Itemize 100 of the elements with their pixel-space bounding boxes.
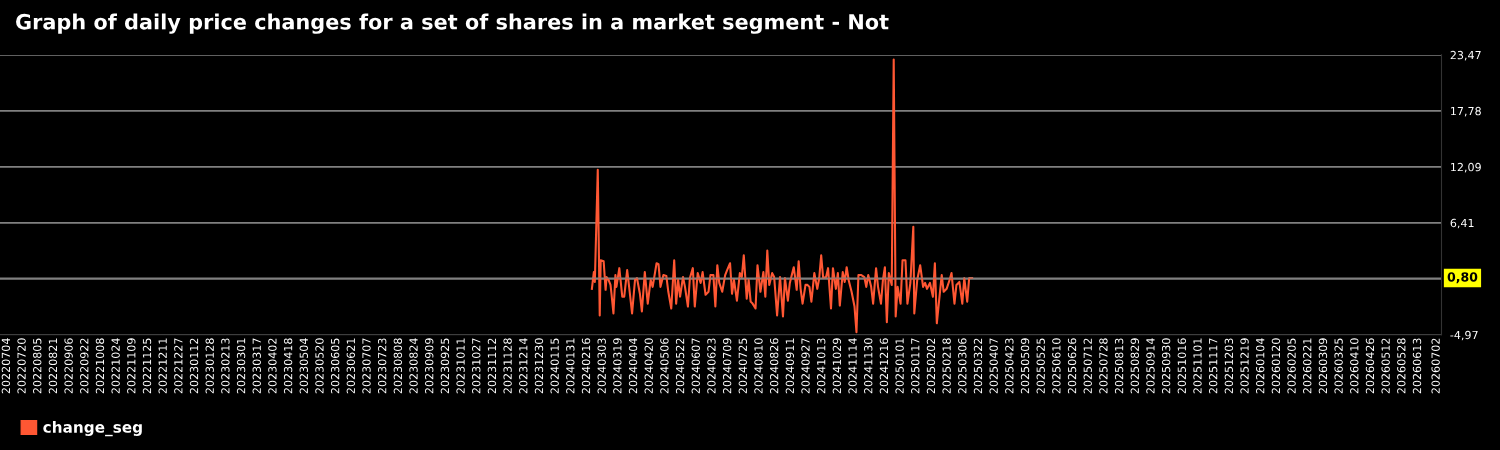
x-tick-label: 20240810	[754, 338, 763, 394]
x-tick-label: 20251117	[1208, 338, 1218, 394]
x-tick-label: 20240725	[738, 338, 747, 394]
x-tick-label: 20250117	[911, 338, 920, 394]
x-tick-label: 20230925	[440, 338, 450, 394]
chart-title: Graph of daily price changes for a set of shares in a market segment - Not	[16, 13, 889, 34]
x-tick-label: 20260528	[1397, 338, 1406, 394]
x-tick-label: 20240522	[675, 338, 685, 394]
x-tick-label: 20241114	[848, 338, 857, 394]
x-tick-label: 20250813	[1114, 338, 1124, 394]
x-tick-label: 20240319	[613, 338, 622, 394]
x-tick-label: 20250829	[1130, 338, 1139, 394]
x-tick-label: 20250202	[926, 338, 936, 394]
x-tick-label: 20251101	[1193, 338, 1202, 394]
x-tick-label: 20220906	[64, 338, 73, 394]
x-tick-label: 20221109	[127, 338, 136, 394]
x-tick-label: 20240506	[660, 338, 669, 394]
y-tick-label: 6,41	[1450, 218, 1474, 229]
x-tick-label: 20231230	[534, 338, 544, 394]
x-tick-label: 20240303	[597, 338, 606, 394]
x-tick-label: 20231214	[519, 338, 528, 394]
x-tick-label: 20250626	[1067, 338, 1077, 394]
x-tick-label: 20230317	[252, 338, 261, 394]
x-tick-label: 20260410	[1350, 338, 1359, 394]
x-tick-label: 20230112	[189, 338, 199, 394]
x-tick-label: 20230301	[236, 338, 246, 394]
legend-label: change_seg	[43, 421, 142, 437]
x-tick-label: 20250914	[1146, 338, 1155, 394]
x-tick-label: 20220704	[1, 338, 11, 394]
x-tick-label: 20241216	[879, 338, 889, 394]
x-tick-label: 20260512	[1381, 338, 1390, 394]
x-tick-label: 20240607	[691, 338, 700, 394]
x-tick-label: 20260120	[1271, 338, 1281, 394]
x-tick-label: 20230605	[330, 338, 340, 394]
x-tick-label: 20240826	[769, 338, 779, 394]
x-tick-label: 20260426	[1365, 338, 1375, 394]
x-tick-label: 20220821	[48, 338, 58, 394]
x-tick-label: 20240911	[785, 338, 795, 394]
x-tick-label: 20260104	[1256, 338, 1265, 394]
x-tick-label: 20240420	[644, 338, 653, 394]
x-tick-label: 20250610	[1052, 338, 1061, 394]
x-tick-label: 20230418	[283, 338, 293, 394]
x-tick-label: 20260613	[1412, 338, 1422, 394]
x-tick-label: 20230824	[409, 338, 418, 394]
x-tick-label: 20250712	[1083, 338, 1092, 394]
ref-line-label: 0,80	[1447, 272, 1478, 284]
x-tick-label: 20250525	[1036, 338, 1045, 394]
x-tick-label: 20240131	[566, 338, 575, 394]
x-tick-label: 20231011	[456, 338, 465, 394]
x-tick-label: 20220805	[33, 338, 42, 394]
x-tick-label: 20240404	[628, 338, 638, 394]
y-tick-label: -4,97	[1450, 330, 1478, 341]
x-tick-label: 20230707	[362, 338, 371, 394]
x-tick-label: 20250218	[942, 338, 951, 394]
x-tick-label: 20231027	[472, 338, 481, 394]
y-tick-label: 17,78	[1451, 106, 1481, 117]
x-tick-label: 20250728	[1099, 338, 1108, 394]
x-tick-label: 20250509	[1020, 338, 1030, 394]
x-tick-label: 20240115	[550, 338, 559, 394]
x-tick-label: 20221125	[142, 338, 152, 394]
x-tick-label: 20251219	[1240, 338, 1249, 394]
x-tick-label: 20240709	[722, 338, 732, 394]
x-tick-label: 20240216	[581, 338, 591, 394]
x-tick-label: 20260702	[1431, 338, 1440, 394]
x-tick-label: 20260205	[1287, 338, 1296, 394]
x-tick-label: 20250407	[989, 338, 998, 394]
x-tick-label: 20221008	[95, 338, 105, 394]
x-tick-label: 20241029	[832, 338, 842, 394]
x-tick-label: 20230213	[221, 338, 230, 394]
x-tick-label: 20231112	[487, 338, 497, 394]
x-tick-label: 20250322	[973, 338, 983, 394]
x-tick-label: 20230621	[346, 338, 356, 394]
x-tick-label: 20260309	[1318, 338, 1328, 394]
y-tick-label: 23,47	[1450, 50, 1481, 61]
x-tick-label: 20241130	[864, 338, 873, 394]
x-tick-label: 20220720	[17, 338, 26, 394]
x-tick-label: 20230128	[205, 338, 214, 394]
x-tick-label: 20260325	[1334, 338, 1343, 394]
x-tick-label: 20230723	[377, 338, 387, 394]
x-tick-label: 20240927	[801, 338, 810, 394]
x-tick-label: 20250306	[958, 338, 967, 394]
x-tick-label: 20230808	[393, 338, 403, 394]
x-tick-label: 20250101	[895, 338, 904, 394]
x-tick-label: 20221024	[111, 338, 120, 394]
x-tick-label: 20251203	[1224, 338, 1234, 394]
y-tick-label: 12,09	[1451, 162, 1481, 173]
x-tick-label: 20260221	[1303, 338, 1312, 394]
x-tick-label: 20240623	[707, 338, 716, 394]
x-tick-label: 20221227	[174, 338, 183, 394]
x-tick-label: 20220922	[80, 338, 89, 394]
x-tick-label: 20230909	[425, 338, 434, 394]
x-tick-label: 20231128	[503, 338, 512, 394]
x-tick-label: 20230402	[268, 338, 277, 394]
x-tick-label: 20251016	[1177, 338, 1187, 394]
x-tick-label: 20250423	[1005, 338, 1014, 394]
x-tick-label: 20250930	[1161, 338, 1171, 394]
x-tick-label: 20241013	[816, 338, 826, 394]
x-tick-label: 20221211	[158, 338, 167, 394]
x-tick-label: 20230504	[299, 338, 308, 394]
x-tick-label: 20230520	[315, 338, 324, 394]
